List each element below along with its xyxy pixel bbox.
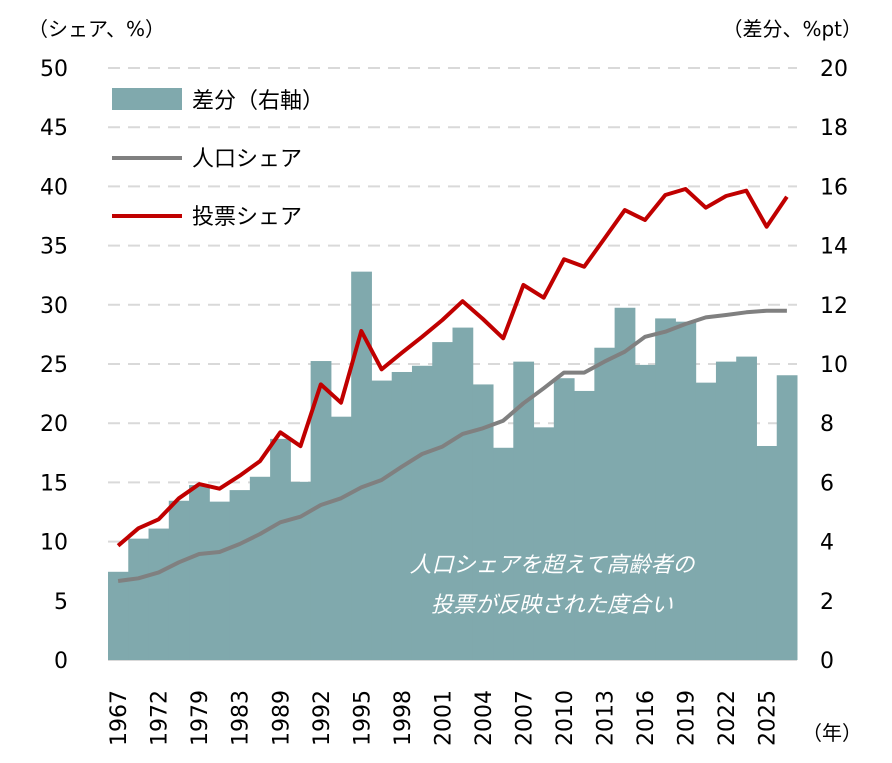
left-axis-label: （シェア、%） bbox=[28, 17, 165, 41]
left-tick-label: 20 bbox=[40, 412, 68, 437]
x-tick-label: 1972 bbox=[148, 690, 173, 746]
bar-diff bbox=[553, 378, 575, 660]
x-tick-label: 2004 bbox=[472, 690, 497, 746]
bar-diff bbox=[108, 571, 129, 660]
left-tick-label: 40 bbox=[40, 175, 68, 200]
left-tick-label: 35 bbox=[40, 235, 68, 260]
bar-diff bbox=[655, 318, 676, 660]
bar-diff bbox=[614, 307, 636, 660]
bar-diff bbox=[472, 384, 494, 660]
bar-diff bbox=[776, 375, 798, 660]
x-tick-label: 2019 bbox=[675, 690, 700, 746]
right-tick-label: 10 bbox=[820, 353, 848, 378]
bar-diff bbox=[533, 427, 555, 660]
right-tick-label: 16 bbox=[820, 175, 848, 200]
legend-swatch-diff bbox=[112, 88, 182, 110]
bar-diff bbox=[493, 447, 514, 660]
x-tick-label: 2016 bbox=[634, 690, 659, 746]
left-tick-label: 10 bbox=[40, 531, 68, 556]
x-tick-label: 2007 bbox=[512, 690, 537, 746]
x-tick-label: 1979 bbox=[188, 690, 213, 746]
line-vote-share bbox=[116, 187, 789, 548]
left-tick-label: 5 bbox=[54, 590, 68, 615]
x-tick-label: 1998 bbox=[391, 690, 416, 746]
bar-diff bbox=[736, 356, 757, 660]
x-tick-label: 2001 bbox=[431, 690, 456, 746]
right-tick-label: 4 bbox=[820, 531, 834, 556]
legend-label-population: 人口シェア bbox=[192, 147, 302, 172]
right-tick-label: 6 bbox=[820, 471, 834, 496]
x-tick-label: 1992 bbox=[310, 690, 335, 746]
bar-diff bbox=[249, 476, 271, 660]
right-tick-label: 2 bbox=[820, 590, 834, 615]
right-tick-label: 12 bbox=[820, 294, 848, 319]
legend: 差分（右軸） 人口シェア 投票シェア bbox=[112, 88, 324, 230]
bar-diff bbox=[695, 382, 717, 660]
bar-diff bbox=[513, 361, 535, 660]
ticks: 0510152025303540455002468101214161820196… bbox=[40, 57, 848, 746]
line-population-share bbox=[117, 308, 787, 583]
bar-diff bbox=[148, 528, 170, 660]
x-axis-label: （年） bbox=[802, 721, 862, 745]
x-tick-label: 2013 bbox=[593, 690, 618, 746]
left-tick-label: 45 bbox=[40, 116, 68, 141]
left-tick-label: 15 bbox=[40, 471, 68, 496]
x-tick-label: 1983 bbox=[229, 690, 254, 746]
bar-diff bbox=[128, 538, 150, 660]
bar-diff bbox=[411, 365, 433, 660]
x-tick-label: 2025 bbox=[756, 690, 781, 746]
bars bbox=[108, 271, 798, 660]
left-tick-label: 30 bbox=[40, 294, 68, 319]
x-tick-label: 1989 bbox=[269, 690, 294, 746]
right-tick-label: 14 bbox=[820, 235, 848, 260]
legend-label-diff: 差分（右軸） bbox=[192, 89, 324, 114]
x-tick-label: 1995 bbox=[350, 690, 375, 746]
bar-diff bbox=[310, 361, 332, 660]
bar-diff bbox=[229, 490, 251, 660]
right-tick-label: 20 bbox=[820, 57, 848, 82]
bar-diff bbox=[756, 445, 778, 660]
bar-diff bbox=[452, 327, 474, 660]
bar-diff bbox=[290, 481, 312, 660]
left-tick-label: 0 bbox=[54, 649, 68, 674]
lines bbox=[116, 187, 789, 583]
annotation-line-2: 投票が反映された度合い bbox=[431, 593, 673, 618]
bar-diff bbox=[391, 371, 413, 660]
bar-diff bbox=[594, 347, 616, 660]
bar-diff bbox=[574, 390, 595, 660]
bar-diff bbox=[270, 438, 291, 660]
bar-diff bbox=[168, 500, 190, 660]
bar-diff bbox=[634, 364, 656, 660]
right-tick-label: 0 bbox=[820, 649, 834, 674]
bar-diff bbox=[330, 416, 352, 660]
right-axis-label: （差分、%pt） bbox=[722, 17, 862, 41]
annotation-line-1: 人口シェアを超えて高齢者の bbox=[410, 553, 697, 578]
bar-diff bbox=[189, 485, 210, 660]
bar-diff bbox=[675, 321, 697, 660]
bar-diff bbox=[432, 342, 453, 660]
bar-diff bbox=[715, 361, 737, 660]
right-tick-label: 18 bbox=[820, 116, 848, 141]
x-tick-label: 1967 bbox=[107, 690, 132, 746]
legend-label-vote: 投票シェア bbox=[192, 205, 302, 230]
bar-diff bbox=[209, 501, 231, 660]
left-tick-label: 50 bbox=[40, 57, 68, 82]
x-tick-label: 2022 bbox=[715, 690, 740, 746]
x-tick-label: 2010 bbox=[553, 690, 578, 746]
bar-diff bbox=[351, 271, 372, 660]
right-tick-label: 8 bbox=[820, 412, 834, 437]
left-tick-label: 25 bbox=[40, 353, 68, 378]
bar-diff bbox=[371, 380, 393, 660]
